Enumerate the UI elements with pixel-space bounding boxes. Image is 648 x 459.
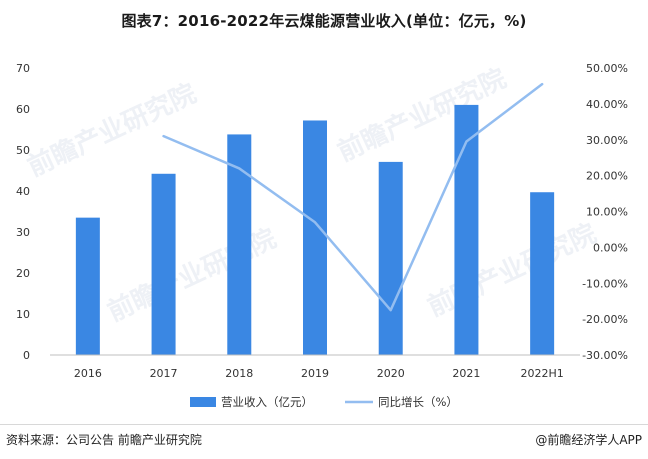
y-right-tick-label: 10.00%: [586, 206, 628, 219]
y-left-tick-label: 0: [23, 349, 30, 362]
x-tick-label: 2016: [74, 367, 102, 380]
y-left-tick-label: 50: [16, 144, 30, 157]
legend: 营业收入（亿元） 同比增长（%）: [190, 395, 458, 409]
y-left-tick-label: 60: [16, 103, 30, 116]
bar: [303, 120, 327, 355]
y-left-tick-label: 20: [16, 267, 30, 280]
source-text: 资料来源：公司公告 前瞻产业研究院: [6, 433, 202, 447]
line-series: [162, 82, 544, 312]
y-left-tick-label: 40: [16, 185, 30, 198]
bar: [378, 161, 403, 355]
brand-text: @前瞻经济学人APP: [535, 433, 642, 447]
bar: [530, 192, 555, 355]
x-tick-label: 2020: [377, 367, 405, 380]
bar: [151, 173, 176, 355]
y-right-tick-label: -30.00%: [582, 349, 628, 362]
x-tick-label: 2017: [150, 367, 178, 380]
x-axis: 2016 2017 2018 2019 2020 2021 2022H1: [50, 354, 580, 380]
bar: [454, 104, 479, 356]
right-axis: -30.00% -20.00% -10.00% 0.00% 10.00% 20.00% 30…: [582, 62, 628, 362]
y-left-tick-label: 30: [16, 226, 30, 239]
legend-swatch-bar: [190, 397, 216, 407]
bar-series: [75, 104, 555, 356]
y-right-tick-label: -20.00%: [582, 313, 628, 326]
bar: [227, 134, 252, 355]
legend-label-line: 同比增长（%）: [378, 395, 458, 409]
left-axis: 0 10 20 30 40 50 60 70: [16, 62, 30, 362]
y-right-tick-label: -10.00%: [582, 277, 628, 290]
x-tick-label: 2018: [225, 367, 253, 380]
footer-divider: [0, 424, 648, 425]
y-right-tick-label: 40.00%: [586, 98, 628, 111]
chart-title: 图表7：2016-2022年云煤能源营业收入(单位：亿元，%): [121, 12, 527, 30]
y-right-tick-label: 30.00%: [586, 134, 628, 147]
y-right-tick-label: 0.00%: [593, 241, 628, 254]
growth-line: [162, 82, 544, 312]
x-tick-label: 2021: [452, 367, 480, 380]
y-right-tick-label: 50.00%: [586, 62, 628, 75]
x-tick-label: 2019: [301, 367, 329, 380]
x-tick-label: 2022H1: [521, 367, 564, 380]
y-right-tick-label: 20.00%: [586, 170, 628, 183]
y-left-tick-label: 10: [16, 308, 30, 321]
bar: [75, 217, 100, 355]
y-left-tick-label: 70: [16, 62, 30, 75]
legend-label-bar: 营业收入（亿元）: [221, 395, 313, 409]
